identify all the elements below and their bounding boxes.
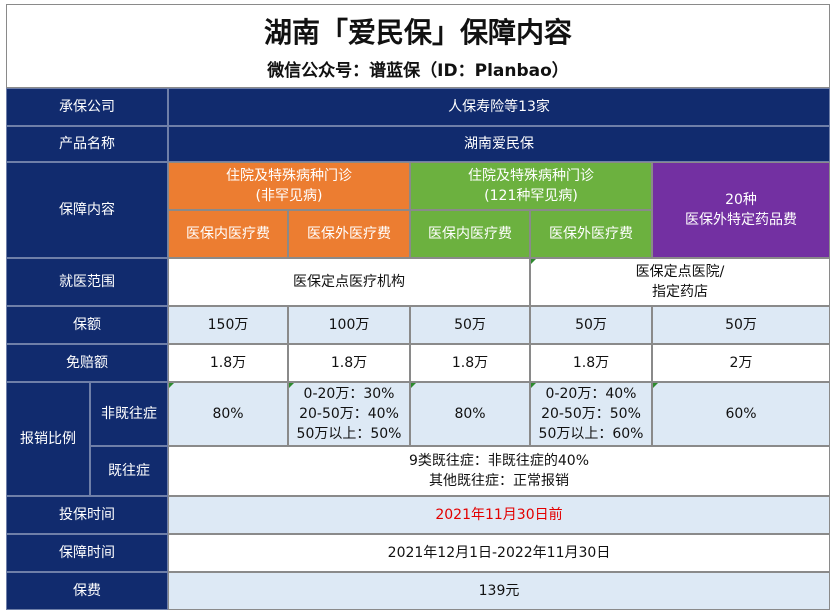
amount-value: 50万: [652, 306, 830, 344]
product-value: 湖南爱民保: [168, 126, 830, 162]
insurer-value: 人保寿险等13家: [168, 88, 830, 126]
period-value: 2021年12月1日-2022年11月30日: [168, 534, 830, 572]
coverage-out-medical-1: 医保外医疗费: [288, 210, 410, 258]
non-preexisting-label: 非既往症: [90, 382, 168, 446]
amount-value: 100万: [288, 306, 410, 344]
coverage-group-rare: 住院及特殊病种门诊 (121种罕见病): [410, 162, 652, 210]
insurer-label: 承保公司: [6, 88, 168, 126]
coverage-group-drugs: 20种 医保外特定药品费: [652, 162, 830, 258]
period-label: 保障时间: [6, 534, 168, 572]
non-preexisting-value: 60%: [652, 382, 830, 446]
deductible-value: 1.8万: [288, 344, 410, 382]
premium-value: 139元: [168, 572, 830, 610]
coverage-in-medical-1: 医保内医疗费: [168, 210, 288, 258]
non-preexisting-value: 0-20万：30% 20-50万：40% 50万以上：50%: [288, 382, 410, 446]
title-block: 湖南「爱民保」保障内容 微信公众号：谱蓝保（ID：Planbao）: [6, 4, 830, 88]
non-preexisting-value: 80%: [410, 382, 530, 446]
amount-label: 保额: [6, 306, 168, 344]
deductible-value: 1.8万: [530, 344, 652, 382]
product-label: 产品名称: [6, 126, 168, 162]
preexisting-value: 9类既往症：非既往症的40% 其他既往症：正常报销: [168, 446, 830, 496]
deductible-value: 1.8万: [168, 344, 288, 382]
scope-value-1: 医保定点医疗机构: [168, 258, 530, 306]
coverage-in-medical-2: 医保内医疗费: [410, 210, 530, 258]
non-preexisting-value: 80%: [168, 382, 288, 446]
deductible-value: 2万: [652, 344, 830, 382]
amount-value: 150万: [168, 306, 288, 344]
premium-label: 保费: [6, 572, 168, 610]
reimbursement-label: 报销比例: [6, 382, 90, 496]
non-preexisting-value: 0-20万：40% 20-50万：50% 50万以上：60%: [530, 382, 652, 446]
deductible-label: 免赔额: [6, 344, 168, 382]
enroll-time-value: 2021年11月30日前: [168, 496, 830, 534]
enroll-time-label: 投保时间: [6, 496, 168, 534]
preexisting-label: 既往症: [90, 446, 168, 496]
coverage-group-nonrare: 住院及特殊病种门诊 (非罕见病): [168, 162, 410, 210]
page-subtitle: 微信公众号：谱蓝保（ID：Planbao）: [267, 61, 569, 81]
coverage-label: 保障内容: [6, 162, 168, 258]
scope-value-2: 医保定点医院/ 指定药店: [530, 258, 830, 306]
coverage-out-medical-2: 医保外医疗费: [530, 210, 652, 258]
page-title: 湖南「爱民保」保障内容: [263, 16, 572, 49]
scope-label: 就医范围: [6, 258, 168, 306]
amount-value: 50万: [410, 306, 530, 344]
deductible-value: 1.8万: [410, 344, 530, 382]
amount-value: 50万: [530, 306, 652, 344]
